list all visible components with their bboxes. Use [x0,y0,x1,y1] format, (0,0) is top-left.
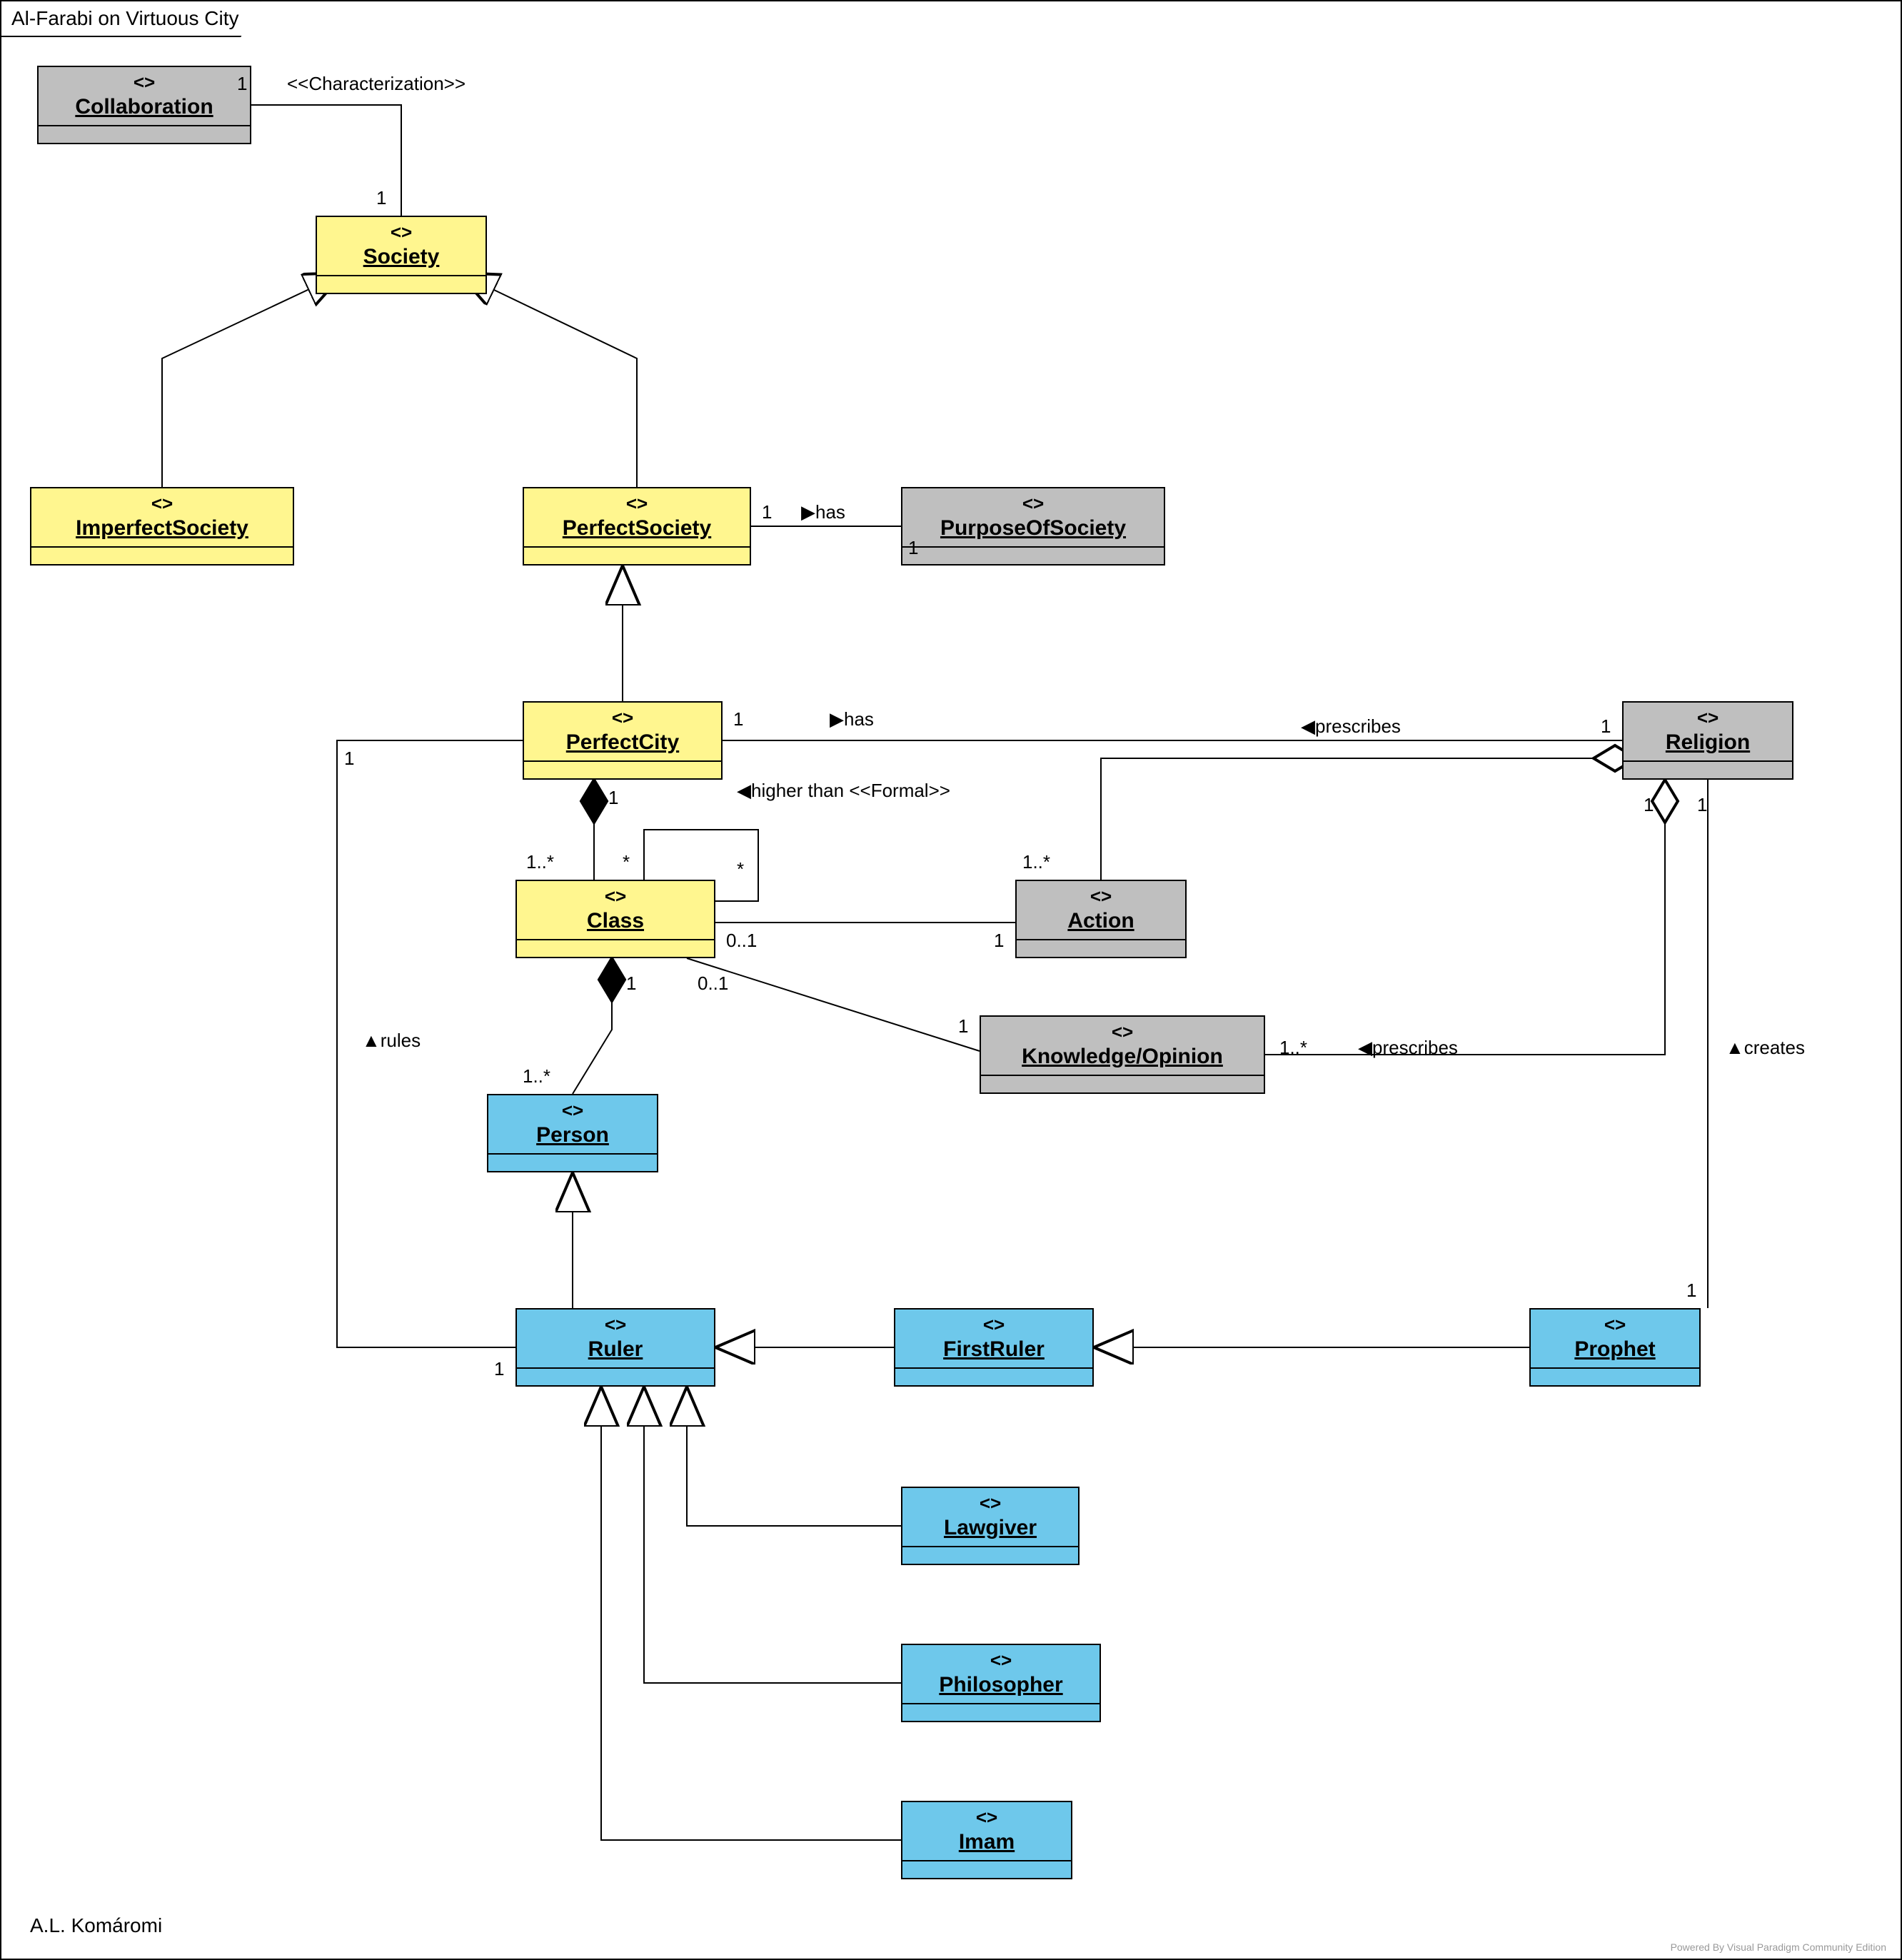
frame-title: Al-Farabi on Virtuous City [0,0,262,37]
class-name: Imam [902,1829,1071,1860]
stereotype: <> [902,1802,1071,1829]
node-collaboration: <>Collaboration [37,66,251,144]
stereotype: <> [31,488,293,515]
class-name: Ruler [517,1336,714,1367]
node-class: <>Class [515,880,715,958]
stereotype: <> [524,488,750,515]
stereotype: <> [488,1095,657,1122]
label-has2a: 1 [733,708,743,730]
stereotype: <> [517,881,714,908]
class-name: Person [488,1122,657,1153]
node-purpose: <>PurposeOfSociety [901,487,1165,566]
node-philosopher: <>Philosopher [901,1644,1101,1722]
class-name: PerfectCity [524,729,721,760]
stereotype: <> [902,488,1164,515]
label-has2: ▶has [830,708,874,730]
class-name: Action [1017,908,1185,939]
label-presc1b: 1 [1601,715,1611,738]
node-perfectcity: <>PerfectCity [523,701,723,780]
class-name: Prophet [1531,1336,1699,1367]
stereotype: <> [1624,703,1792,729]
stereotype: <> [1017,881,1185,908]
node-action: <>Action [1015,880,1187,958]
node-imam: <>Imam [901,1801,1072,1879]
label-creates1b: 1 [1686,1280,1696,1302]
class-name: FirstRuler [895,1336,1092,1367]
stereotype: <> [902,1645,1100,1672]
stereotype: <> [1531,1310,1699,1336]
label-comp1: 1 [608,787,618,809]
label-star1: * [623,851,630,873]
class-name: Collaboration [39,94,250,125]
label-has1a: 1 [762,501,772,523]
label-has1: ▶has [801,501,845,523]
stereotype: <> [317,217,485,243]
label-rules: ▲rules [362,1030,421,1052]
label-act1b: 1 [994,930,1004,952]
stereotype: <> [895,1310,1092,1336]
label-act1: 1..* [1022,851,1050,873]
label-prescribes1: ◀prescribes [1301,715,1401,738]
label-creates1a: 1 [1697,794,1707,816]
label-act0: 0..1 [726,930,757,952]
label-ko0: 0..1 [698,973,728,995]
label-char1b: 1 [376,187,386,209]
node-ruler: <>Ruler [515,1308,715,1387]
stereotype: <> [39,67,250,94]
author-label: A.L. Komáromi [30,1914,162,1937]
class-name: Knowledge/Opinion [981,1043,1264,1075]
label-rel1: 1 [1644,794,1654,816]
label-higher: ◀higher than <<Formal>> [737,780,950,802]
label-comp1b: 1..* [526,851,554,873]
node-lawgiver: <>Lawgiver [901,1487,1080,1565]
class-name: ImperfectSociety [31,515,293,546]
stereotype: <> [517,1310,714,1336]
class-name: Philosopher [902,1672,1100,1703]
label-pers1: 1 [626,973,636,995]
node-person: <>Person [487,1094,658,1172]
class-name: Society [317,243,485,275]
stereotype: <> [524,703,721,729]
label-rules1a: 1 [344,748,354,770]
stereotype: <> [981,1017,1264,1043]
watermark: Powered By Visual Paradigm Community Edi… [1671,1941,1886,1953]
class-name: PurposeOfSociety [902,515,1164,546]
label-presc2a: 1..* [1279,1037,1307,1059]
label-pers1b: 1..* [523,1065,550,1087]
node-society: <>Society [316,216,487,294]
label-has1b: 1 [908,537,918,559]
node-imperfect: <>ImperfectSociety [30,487,294,566]
label-creates: ▲creates [1726,1037,1805,1059]
label-star2: * [737,858,744,880]
node-knowledge: <>Knowledge/Opinion [980,1015,1265,1094]
label-ko1: 1 [958,1015,968,1037]
diagram-frame: Al-Farabi on Virtuous City <>Collaborati… [0,0,1902,1960]
class-name: Lawgiver [902,1514,1078,1546]
label-prescribes2: ◀prescribes [1358,1037,1458,1059]
label-rules1b: 1 [494,1358,504,1380]
node-perfect: <>PerfectSociety [523,487,751,566]
node-religion: <>Religion [1622,701,1793,780]
class-name: Religion [1624,729,1792,760]
label-char: <<Characterization>> [287,73,466,95]
stereotype: <> [902,1488,1078,1514]
class-name: PerfectSociety [524,515,750,546]
label-char1a: 1 [237,73,247,95]
node-firstruler: <>FirstRuler [894,1308,1094,1387]
class-name: Class [517,908,714,939]
node-prophet: <>Prophet [1529,1308,1701,1387]
